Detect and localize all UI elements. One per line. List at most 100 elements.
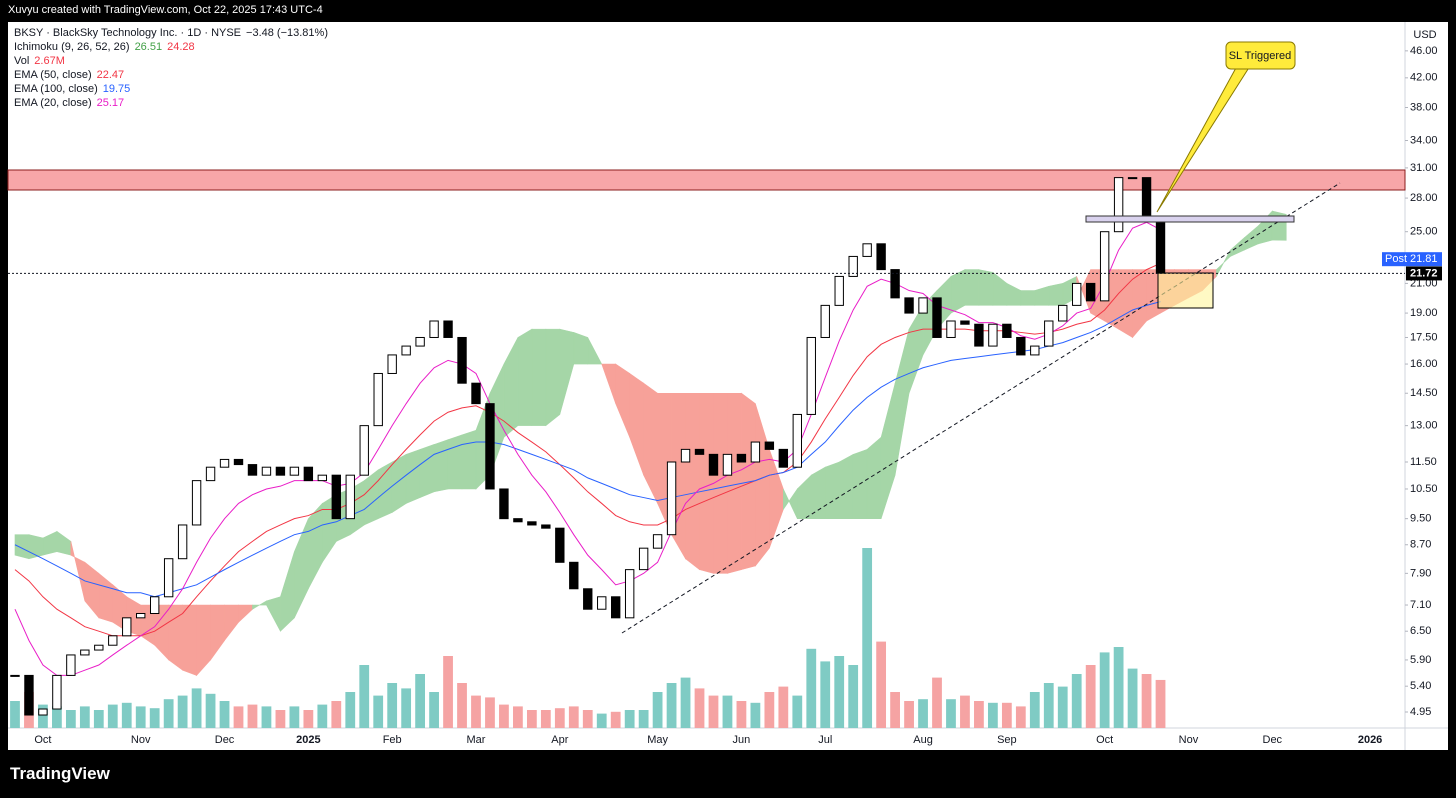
cloud-segment [964,269,980,306]
cloud-segment [419,444,435,499]
volume-bar [485,697,495,728]
candle [750,441,761,463]
volume-bar [233,706,244,728]
volume-bar [317,704,328,728]
axes: 4.95 5.40 5.90 6.50 7.10 7.90 8.70 9.50 10.50 11.… [34,45,1437,746]
volume-bar [457,683,467,728]
volume-bar [471,695,481,728]
cloud-segment [866,436,882,519]
volume-bar [135,706,146,728]
price-change: −3.48 (−13.81%) [246,27,328,39]
volume-bar [876,641,887,728]
candle [583,588,593,610]
cloud-segment [461,429,477,490]
volume-bar [1057,686,1068,728]
candles [10,177,1166,716]
candle [149,596,160,614]
candle [862,243,872,257]
volume-bar [932,677,942,728]
candle [24,674,34,716]
candle [373,372,383,427]
y-tick-label: 28.00 [1410,192,1438,204]
volume-bar [722,695,733,728]
x-tick-label: May [647,734,668,746]
y-tick-label: 46.00 [1410,45,1438,57]
volume-bar [904,701,914,728]
y-tick-label: 5.40 [1410,680,1431,692]
volume-bar [778,686,789,728]
candle [513,518,523,523]
y-tick-label: 16.00 [1410,358,1438,370]
candle [443,320,453,338]
candle [66,654,76,676]
volume-bar [526,710,537,728]
volume-bar [38,704,48,728]
x-tick-label: Nov [1179,734,1199,746]
y-tick-label: 6.50 [1410,625,1431,637]
cloud-segment [587,337,603,365]
currency-label: USD [1413,29,1436,41]
volume-bar [1141,674,1152,728]
volume-bar [513,706,523,728]
candle [1030,345,1040,356]
candle [569,561,579,590]
volume-bar [345,692,356,728]
candle [359,425,369,476]
candle [541,524,551,529]
volume-bar [974,701,984,728]
legend-value: 19.75 [102,83,131,95]
volume-bar [708,695,719,728]
cloud-segment [545,328,561,427]
y-tick-label: 42.00 [1410,72,1438,84]
candle [191,480,202,526]
x-tick-label: Feb [383,734,402,746]
volume-bar [680,677,691,728]
legend-value: 2.67M [34,55,65,67]
cloud-segment [950,269,966,314]
trend-line [621,182,1341,634]
candle [94,644,104,651]
candle [555,527,565,563]
volume-bar [652,692,663,728]
candle [1002,323,1012,338]
volume-bar [862,548,873,728]
legend-row: Vol 2.67M [14,54,333,68]
legend-label: Ichimoku (9, 26, 52, 26) [14,41,130,53]
candle [988,323,998,347]
candle [429,320,439,338]
cloud-segment [1271,210,1287,241]
target-box [1157,272,1214,309]
candle [275,466,286,476]
legend-value: 26.51 [134,41,163,53]
volume-bar [205,693,216,728]
candle [136,612,146,619]
candle [680,448,691,463]
volume-bar [177,695,188,728]
y-tick-label: 38.00 [1410,101,1438,113]
volume-bar [219,701,230,728]
legend-label: Vol [14,55,30,67]
volume-bar [1029,692,1040,728]
y-tick-label: 9.50 [1410,513,1431,525]
legend-label: EMA (50, close) [14,69,92,81]
candle [1016,336,1026,356]
legend-label: EMA (20, close) [14,97,92,109]
y-tick-label: 19.00 [1410,307,1438,319]
candle [331,474,341,520]
volume-bar [163,699,174,728]
candle [694,448,705,455]
candle [219,458,230,468]
candle [163,558,174,598]
volume-bar [373,695,384,728]
volume-bar [694,688,705,728]
x-tick-label: Dec [215,734,235,746]
volume-bar [540,710,551,728]
volume-bar [429,692,439,728]
candle [205,466,216,482]
legend-row: EMA (20, close) 25.17 [14,96,333,110]
callout-box [1225,41,1296,70]
legend-row: EMA (50, close) 22.47 [14,68,333,82]
cloud-segment [517,328,533,426]
